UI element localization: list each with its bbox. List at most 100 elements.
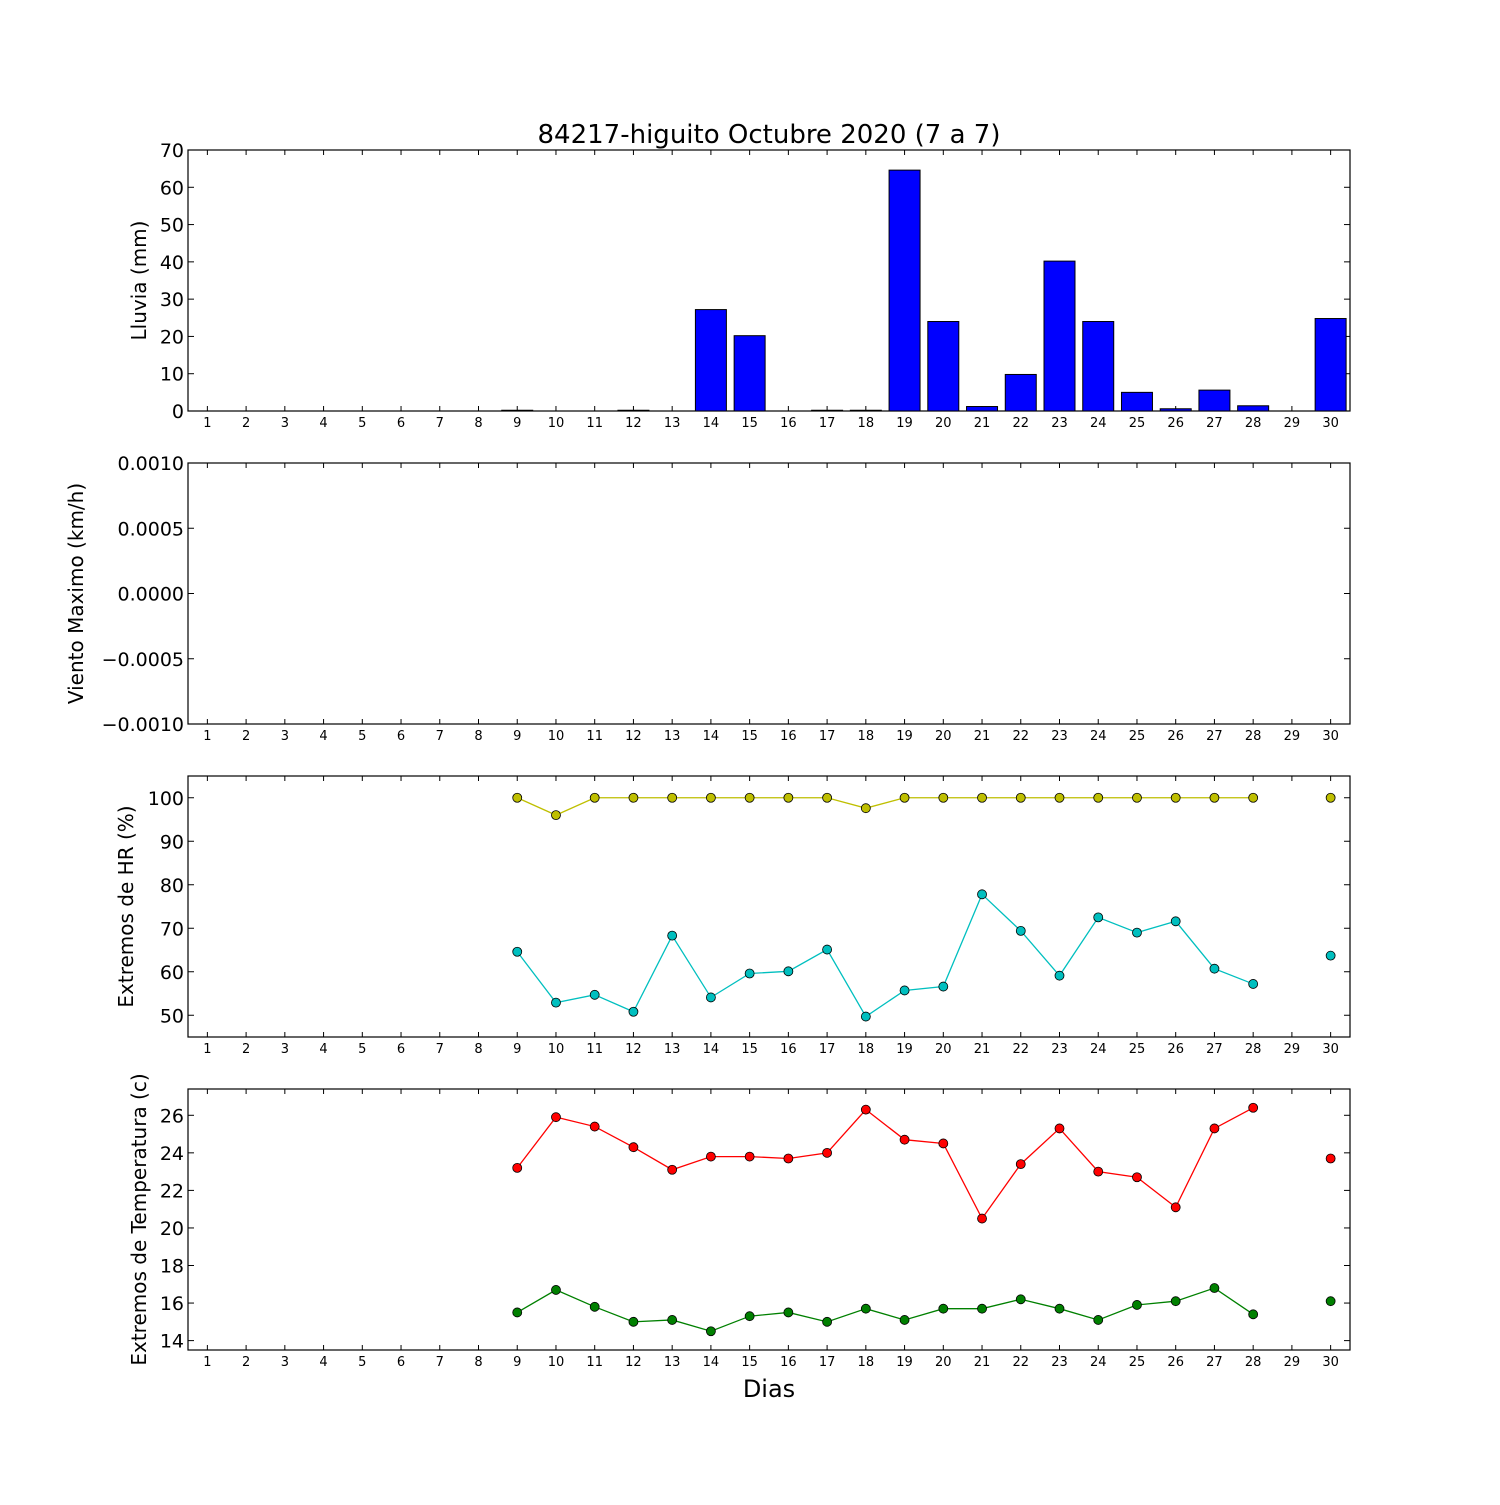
x-tick-label: 21 [974, 729, 991, 744]
point-temperatura-s0-day-17 [822, 1147, 832, 1158]
plot-area-temperatura [187, 1088, 1351, 1351]
y-tick-label: 20 [160, 326, 184, 348]
x-tick-label: 3 [281, 729, 289, 744]
x-tick-label: 23 [1051, 416, 1068, 431]
point-hr-s1-day-18 [860, 1011, 871, 1022]
x-tick-label: 23 [1051, 729, 1068, 744]
x-tick-label: 29 [1284, 1355, 1301, 1370]
y-tick-label: 24 [160, 1143, 184, 1165]
x-tick-label: 22 [1012, 729, 1029, 744]
point-hr-s1-day-11 [589, 989, 600, 1000]
point-hr-s0-day-30 [1325, 792, 1336, 803]
point-temperatura-s1-day-10 [551, 1285, 561, 1295]
point-temperatura-s0-day-9 [512, 1162, 523, 1173]
point-hr-s1-day-28 [1248, 979, 1259, 989]
x-tick-label: 20 [935, 1355, 952, 1370]
x-tick-label: 27 [1206, 416, 1223, 431]
x-tick-label: 19 [896, 1355, 913, 1370]
y-tick-label: 0.0000 [118, 584, 184, 606]
point-temperatura-s1-day-25 [1132, 1300, 1142, 1310]
point-temperatura-s0-day-21 [977, 1213, 987, 1224]
point-hr-s1-day-26 [1170, 916, 1181, 927]
y-axis-label-hr: Extremos de HR (%) [114, 805, 138, 1007]
x-tick-label: 26 [1167, 416, 1184, 431]
point-hr-s0-day-28 [1248, 792, 1259, 803]
x-tick-label: 6 [397, 729, 405, 744]
y-tick-label: 30 [160, 289, 184, 311]
x-tick-label: 8 [474, 1042, 482, 1057]
point-hr-s0-day-13 [667, 792, 678, 803]
point-hr-s0-day-14 [706, 792, 716, 803]
x-tick-label: 10 [548, 1042, 565, 1057]
point-hr-s0-day-17 [822, 792, 832, 803]
point-temperatura-s1-day-27 [1209, 1283, 1220, 1293]
point-hr-s0-day-22 [1015, 792, 1026, 803]
x-tick-label: 27 [1206, 1042, 1223, 1057]
x-tick-label: 28 [1245, 1355, 1262, 1370]
x-tick-label: 7 [436, 729, 444, 744]
bar-day-27 [1198, 389, 1231, 412]
point-hr-s1-day-10 [551, 997, 561, 1008]
x-tick-label: 10 [548, 1355, 565, 1370]
panel-lluvia: 1 2 3 4 5 6 7 8 9 10 11 12 13 14 15 16 17 18 19 20 21 22 23 24 2… [127, 140, 1351, 431]
series-line-temperatura-1 [516, 1287, 1254, 1332]
point-temperatura-s1-day-28 [1248, 1309, 1259, 1320]
point-hr-s1-day-12 [628, 1006, 639, 1017]
bar-day-23 [1043, 260, 1076, 412]
x-tick-label: 24 [1090, 1042, 1107, 1057]
x-tick-label: 2 [242, 1355, 250, 1370]
point-hr-s0-day-20 [938, 792, 949, 803]
point-temperatura-s0-day-11 [589, 1121, 600, 1132]
x-tick-label: 28 [1245, 729, 1262, 744]
x-tick-label: 18 [858, 1042, 875, 1057]
y-tick-label: 0 [172, 401, 184, 423]
point-temperatura-s1-day-22 [1015, 1294, 1026, 1305]
bar-day-20 [927, 321, 960, 412]
bar-day-21 [966, 406, 999, 412]
bar-day-9 [501, 409, 534, 412]
x-tick-label: 18 [858, 729, 875, 744]
bar-day-26 [1159, 408, 1192, 412]
plot-area-hr [187, 775, 1351, 1038]
x-tick-label: 11 [586, 1042, 603, 1057]
x-tick-label: 11 [586, 416, 603, 431]
x-tick-label: 15 [741, 1355, 758, 1370]
x-tick-label: 15 [741, 729, 758, 744]
point-hr-s0-day-21 [977, 792, 987, 803]
x-tick-label: 13 [664, 1042, 681, 1057]
x-tick-label: 14 [703, 729, 720, 744]
panel-hr: 1 2 3 4 5 6 7 8 9 10 11 12 13 14 15 16 17 18 19 20 21 22 23 24 2… [114, 775, 1351, 1057]
point-temperatura-s0-day-12 [628, 1142, 639, 1153]
point-temperatura-s0-day-18 [860, 1104, 871, 1115]
x-tick-label: 7 [436, 1042, 444, 1057]
point-hr-s1-day-24 [1093, 912, 1104, 923]
point-temperatura-s1-day-20 [938, 1303, 949, 1314]
x-tick-label: 17 [819, 729, 836, 744]
x-tick-label: 16 [780, 729, 797, 744]
y-tick-label: −0.0010 [102, 714, 184, 736]
x-tick-label: 30 [1322, 416, 1339, 431]
y-tick-label: 14 [160, 1331, 184, 1353]
point-temperatura-s0-day-24 [1093, 1166, 1104, 1177]
y-tick-label: 18 [160, 1256, 184, 1278]
x-tick-label: 16 [780, 1355, 797, 1370]
x-tick-label: 1 [203, 1355, 211, 1370]
x-tick-label: 1 [203, 416, 211, 431]
point-hr-s1-day-25 [1132, 927, 1142, 938]
x-tick-label: 29 [1284, 416, 1301, 431]
x-tick-label: 19 [896, 729, 913, 744]
bar-day-24 [1082, 321, 1115, 412]
x-tick-label: 9 [513, 729, 521, 744]
point-temperatura-s0-day-22 [1015, 1159, 1026, 1170]
point-hr-s1-day-14 [706, 992, 716, 1003]
x-tick-label: 29 [1284, 729, 1301, 744]
x-tick-label: 8 [474, 729, 482, 744]
x-tick-label: 24 [1090, 416, 1107, 431]
x-tick-label: 9 [513, 1355, 521, 1370]
y-tick-label: 60 [160, 177, 184, 199]
bar-day-12 [617, 409, 650, 412]
point-hr-s1-day-13 [667, 930, 678, 941]
x-tick-label: 22 [1012, 416, 1029, 431]
